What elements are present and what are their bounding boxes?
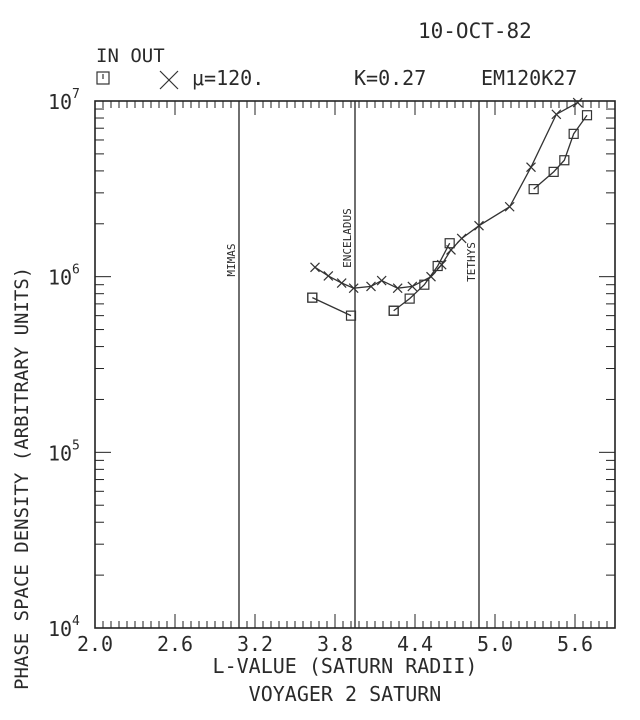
data-point-square (404, 293, 415, 304)
data-point-x (366, 281, 376, 292)
x-tick-label: 2.6 (157, 632, 193, 656)
data-point-x (436, 259, 447, 270)
data-point-square (568, 128, 579, 139)
data-point-x (504, 201, 515, 212)
data-point-x (392, 283, 403, 294)
y-tick-exponent: 4 (72, 614, 80, 629)
x-tick-label: 4.4 (397, 632, 433, 656)
series-line (312, 297, 352, 317)
data-point-x (348, 283, 359, 294)
y-tick-label: 10 4 (48, 614, 80, 641)
data-point-x (426, 271, 436, 282)
series-in (307, 110, 593, 321)
data-point-x (551, 109, 562, 120)
data-point-x (572, 97, 583, 108)
series-line (533, 114, 588, 190)
legend-title: IN OUT (96, 45, 165, 67)
data-point-square (345, 310, 357, 321)
y-tick-label: 10 7 (48, 87, 80, 114)
data-point-x (407, 281, 418, 292)
y-tick-exponent: 5 (72, 438, 80, 453)
x-tick-label: 3.8 (317, 632, 353, 656)
data-series (307, 97, 593, 321)
data-point-square (388, 305, 399, 316)
moon-label-tethys: TETHYS (465, 242, 478, 282)
data-point-square (559, 155, 570, 166)
data-point-x (446, 244, 456, 255)
legend-in-marker (96, 71, 110, 85)
axis-ticks (94, 101, 616, 629)
series-out (310, 97, 583, 294)
k-label: K=0.27 (354, 66, 426, 90)
code-label: EM120K27 (481, 66, 577, 90)
y-tick-exponent: 7 (72, 87, 80, 102)
series-line (393, 242, 451, 312)
data-point-square (528, 184, 539, 195)
x-tick-labels: 2.0 2.6 3.2 3.8 4.4 5.0 5.6 (77, 632, 593, 656)
y-tick-base: 10 (48, 266, 72, 290)
data-point-x (310, 262, 320, 273)
y-tick-label: 10 6 (48, 263, 80, 290)
moon-label-enceladus: ENCELADUS (341, 208, 354, 268)
data-point-square (307, 292, 318, 303)
chart-subtitle: VOYAGER 2 SATURN (249, 682, 442, 706)
data-point-x (376, 275, 387, 286)
moon-markers: MIMAS ENCELADUS TETHYS (225, 101, 480, 628)
data-point-square (581, 110, 593, 121)
x-tick-label: 2.0 (77, 632, 113, 656)
date-label: 10-OCT-82 (418, 19, 532, 43)
data-point-square (548, 166, 559, 177)
y-axis-label: PHASE SPACE DENSITY (ARBITRARY UNITS) (11, 267, 33, 690)
y-tick-base: 10 (48, 90, 72, 114)
y-tick-base: 10 (48, 441, 72, 465)
x-tick-label: 5.6 (557, 632, 593, 656)
legend-out-marker (159, 70, 179, 90)
x-tick-label: 5.0 (477, 632, 513, 656)
x-axis-label: L-VALUE (SATURN RADII) (213, 654, 478, 678)
data-point-x (336, 278, 347, 288)
data-point-square (444, 238, 455, 249)
y-tick-exponent: 6 (72, 263, 80, 278)
y-tick-base: 10 (48, 617, 72, 641)
y-tick-label: 10 5 (48, 438, 80, 465)
x-tick-label: 3.2 (237, 632, 273, 656)
data-point-x (526, 162, 536, 173)
data-point-x (456, 233, 467, 244)
mu-label: μ=120. (192, 66, 264, 90)
data-point-x (323, 270, 334, 281)
moon-label-mimas: MIMAS (225, 243, 238, 276)
data-point-x (474, 220, 484, 231)
